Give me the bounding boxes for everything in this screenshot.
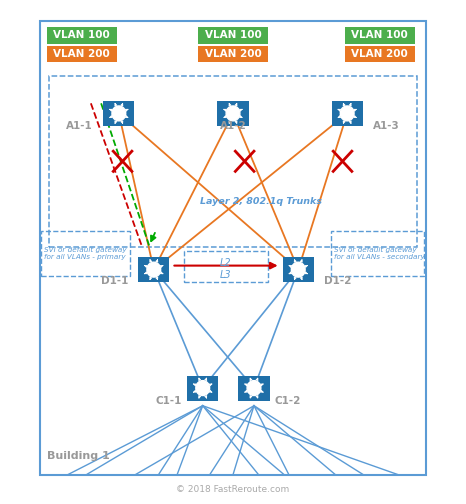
FancyBboxPatch shape — [239, 375, 269, 401]
FancyBboxPatch shape — [345, 27, 415, 43]
Text: VLAN 100: VLAN 100 — [205, 30, 261, 40]
Circle shape — [247, 381, 261, 396]
Circle shape — [291, 262, 305, 277]
FancyBboxPatch shape — [345, 46, 415, 62]
Text: D1-1: D1-1 — [101, 276, 128, 286]
Text: L3: L3 — [220, 270, 232, 280]
Circle shape — [196, 381, 210, 396]
Text: VLAN 100: VLAN 100 — [53, 30, 110, 40]
Text: © 2018 FastReroute.com: © 2018 FastReroute.com — [176, 485, 290, 494]
FancyBboxPatch shape — [283, 257, 314, 282]
FancyBboxPatch shape — [218, 101, 248, 126]
Text: C1-1: C1-1 — [155, 396, 182, 406]
Text: Building 1: Building 1 — [47, 451, 110, 461]
Text: A1-2: A1-2 — [219, 121, 247, 131]
Text: L2: L2 — [220, 258, 232, 268]
FancyBboxPatch shape — [198, 27, 268, 43]
FancyBboxPatch shape — [47, 46, 116, 62]
FancyBboxPatch shape — [198, 46, 268, 62]
Text: VLAN 200: VLAN 200 — [351, 49, 408, 59]
Circle shape — [226, 106, 240, 121]
Text: A1-1: A1-1 — [67, 121, 93, 131]
FancyBboxPatch shape — [40, 21, 426, 475]
FancyBboxPatch shape — [47, 27, 116, 43]
Circle shape — [112, 106, 126, 121]
Text: SVI or default gateway
for all VLANs - primary: SVI or default gateway for all VLANs - p… — [44, 246, 126, 260]
FancyBboxPatch shape — [138, 257, 169, 282]
FancyBboxPatch shape — [187, 375, 218, 401]
Text: VLAN 100: VLAN 100 — [351, 30, 408, 40]
Text: A1-3: A1-3 — [373, 121, 399, 131]
Text: VLAN 200: VLAN 200 — [205, 49, 261, 59]
Circle shape — [340, 106, 354, 121]
Circle shape — [147, 262, 161, 277]
Text: D1-2: D1-2 — [324, 276, 351, 286]
Text: VLAN 200: VLAN 200 — [53, 49, 110, 59]
FancyBboxPatch shape — [332, 101, 363, 126]
Text: SVI or default gateway
for all VLANs - secondary: SVI or default gateway for all VLANs - s… — [334, 246, 425, 260]
FancyBboxPatch shape — [103, 101, 134, 126]
Text: Layer 2, 802.1q Trunks: Layer 2, 802.1q Trunks — [200, 197, 322, 206]
Text: C1-2: C1-2 — [275, 396, 302, 406]
